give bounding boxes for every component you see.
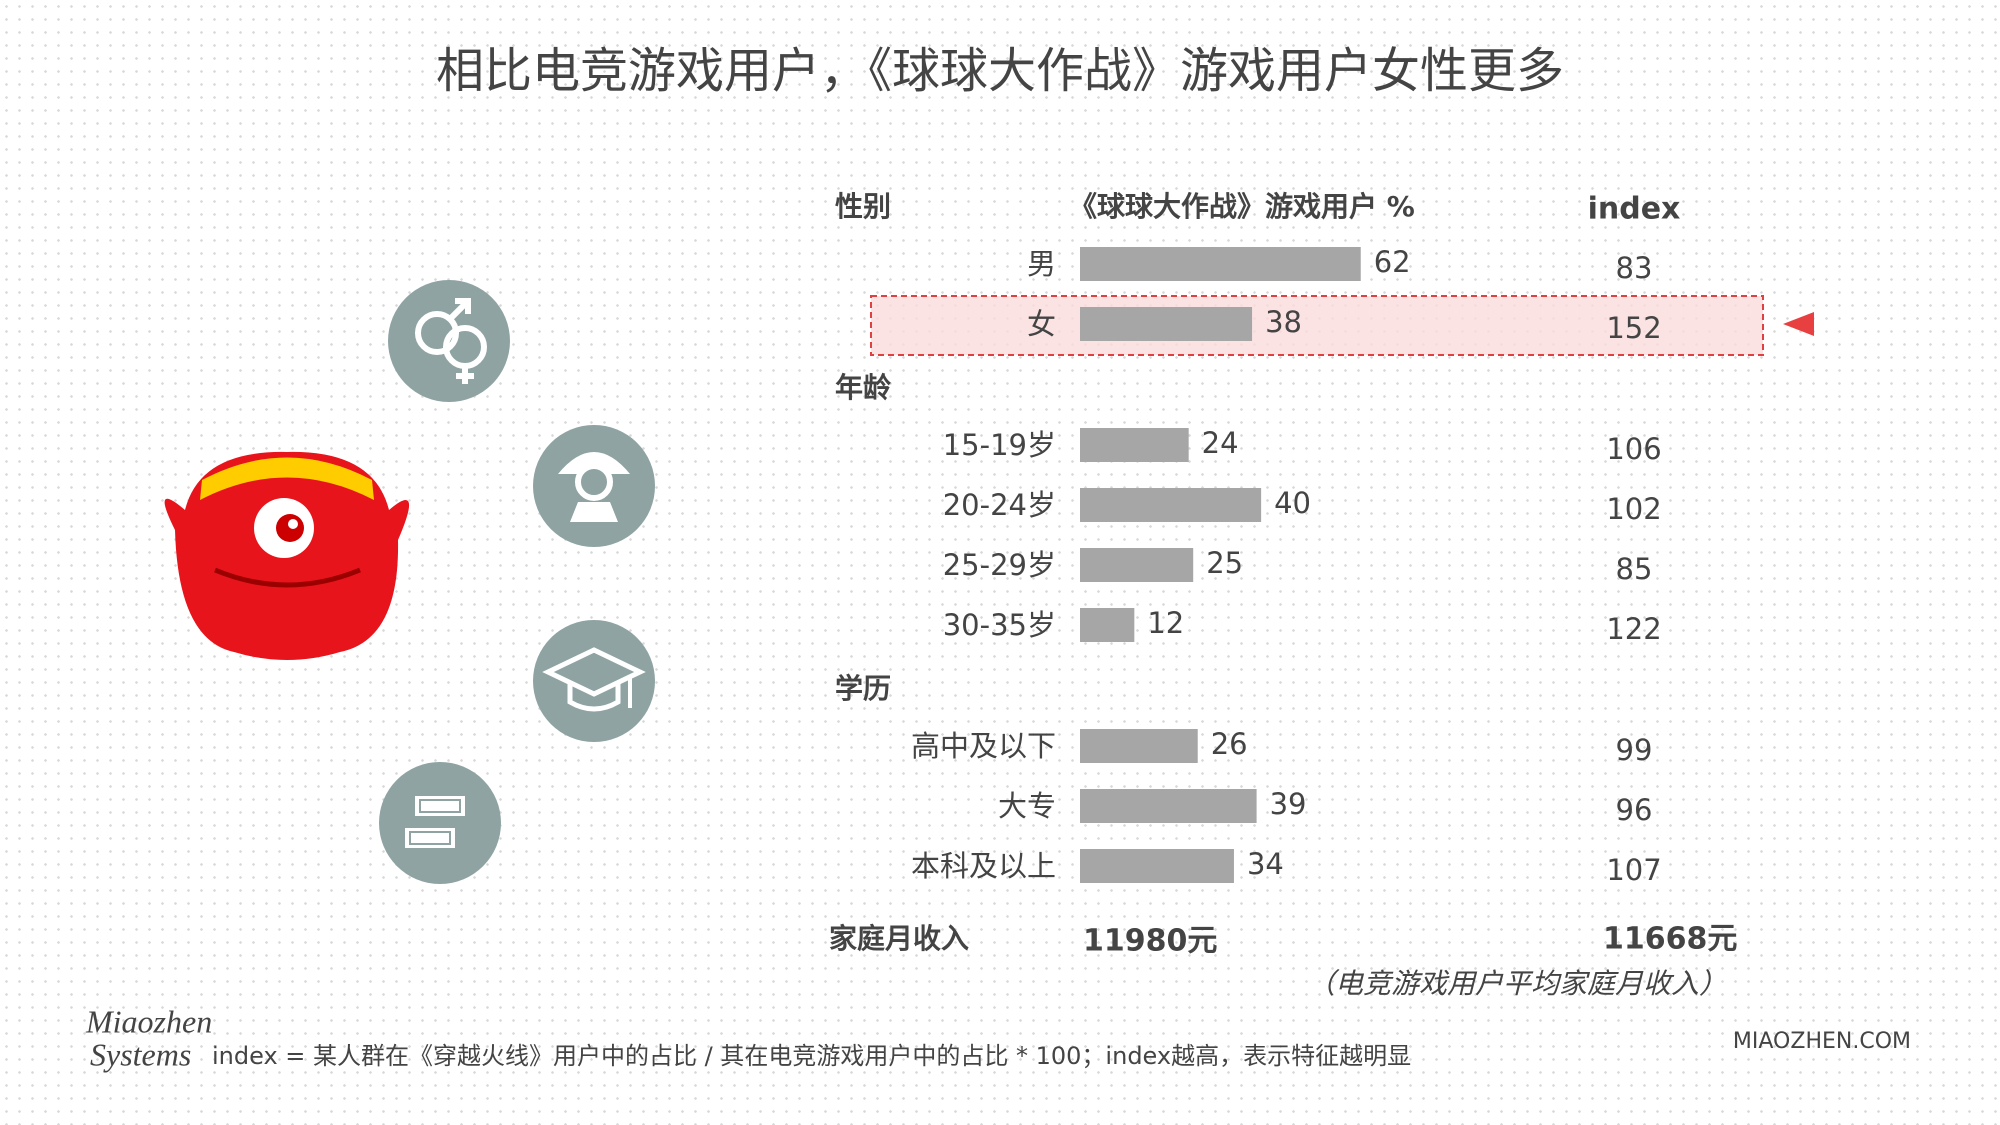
row-label: 高中及以下 bbox=[911, 729, 1056, 763]
bar bbox=[1080, 488, 1262, 522]
bar bbox=[1080, 548, 1194, 582]
value-header: 《球球大作战》游戏用户 % bbox=[1069, 190, 1415, 223]
income-icon bbox=[379, 762, 501, 884]
group-label: 学历 bbox=[835, 672, 891, 705]
index-value: 122 bbox=[1606, 612, 1661, 646]
education-icon bbox=[533, 620, 655, 742]
row-label: 男 bbox=[1027, 247, 1056, 281]
index-value: 107 bbox=[1606, 853, 1661, 887]
bar bbox=[1080, 247, 1361, 281]
footnote: index = 某人群在《穿越火线》用户中的占比 / 其在电竞游戏用户中的占比 … bbox=[212, 1042, 1411, 1070]
index-value: 85 bbox=[1616, 552, 1653, 586]
income-index-value: 11668元 bbox=[1603, 922, 1737, 957]
bar bbox=[1080, 307, 1253, 341]
bar bbox=[1080, 428, 1189, 462]
bar bbox=[1080, 849, 1234, 883]
logo-line: Miaozhen bbox=[85, 1003, 212, 1039]
index-value: 83 bbox=[1616, 251, 1653, 285]
row-label: 20-24岁 bbox=[943, 488, 1056, 522]
slide-title: 相比电竞游戏用户，《球球大作战》游戏用户女性更多 bbox=[436, 43, 1564, 99]
row-label: 女 bbox=[1027, 307, 1056, 341]
bar bbox=[1080, 789, 1257, 823]
index-value: 96 bbox=[1616, 793, 1653, 827]
index-value: 106 bbox=[1606, 432, 1661, 466]
gender-icon bbox=[388, 280, 510, 402]
row-label: 大专 bbox=[998, 789, 1056, 823]
bar bbox=[1080, 729, 1198, 763]
value-label: 12 bbox=[1147, 606, 1184, 640]
row-label: 本科及以上 bbox=[911, 849, 1056, 883]
index-header: index bbox=[1588, 192, 1681, 227]
value-label: 39 bbox=[1270, 787, 1307, 821]
mascot bbox=[164, 451, 410, 660]
value-label: 38 bbox=[1265, 305, 1302, 339]
value-label: 24 bbox=[1202, 426, 1239, 460]
income-note: （电竞游戏用户平均家庭月收入） bbox=[1307, 967, 1727, 1000]
value-label: 62 bbox=[1374, 245, 1411, 279]
highlight-arrow bbox=[1783, 312, 1814, 336]
index-value: 99 bbox=[1616, 733, 1653, 767]
value-label: 26 bbox=[1211, 727, 1248, 761]
bar bbox=[1080, 608, 1135, 642]
index-value: 152 bbox=[1606, 311, 1661, 345]
logo-line: Systems bbox=[90, 1036, 191, 1072]
row-label: 25-29岁 bbox=[943, 548, 1056, 582]
row-label: 30-35岁 bbox=[943, 608, 1056, 642]
group-label: 性别 bbox=[835, 190, 891, 223]
income-label: 家庭月收入 bbox=[829, 922, 969, 955]
index-value: 102 bbox=[1606, 492, 1661, 526]
value-label: 40 bbox=[1274, 486, 1311, 520]
group-label: 年龄 bbox=[835, 371, 892, 404]
website: MIAOZHEN.COM bbox=[1733, 1029, 1911, 1054]
highlight-box bbox=[870, 295, 1764, 356]
value-label: 25 bbox=[1206, 546, 1243, 580]
age-icon bbox=[533, 425, 655, 547]
row-label: 15-19岁 bbox=[943, 428, 1056, 462]
income-value: 11980元 bbox=[1083, 924, 1217, 959]
value-label: 34 bbox=[1247, 847, 1284, 881]
